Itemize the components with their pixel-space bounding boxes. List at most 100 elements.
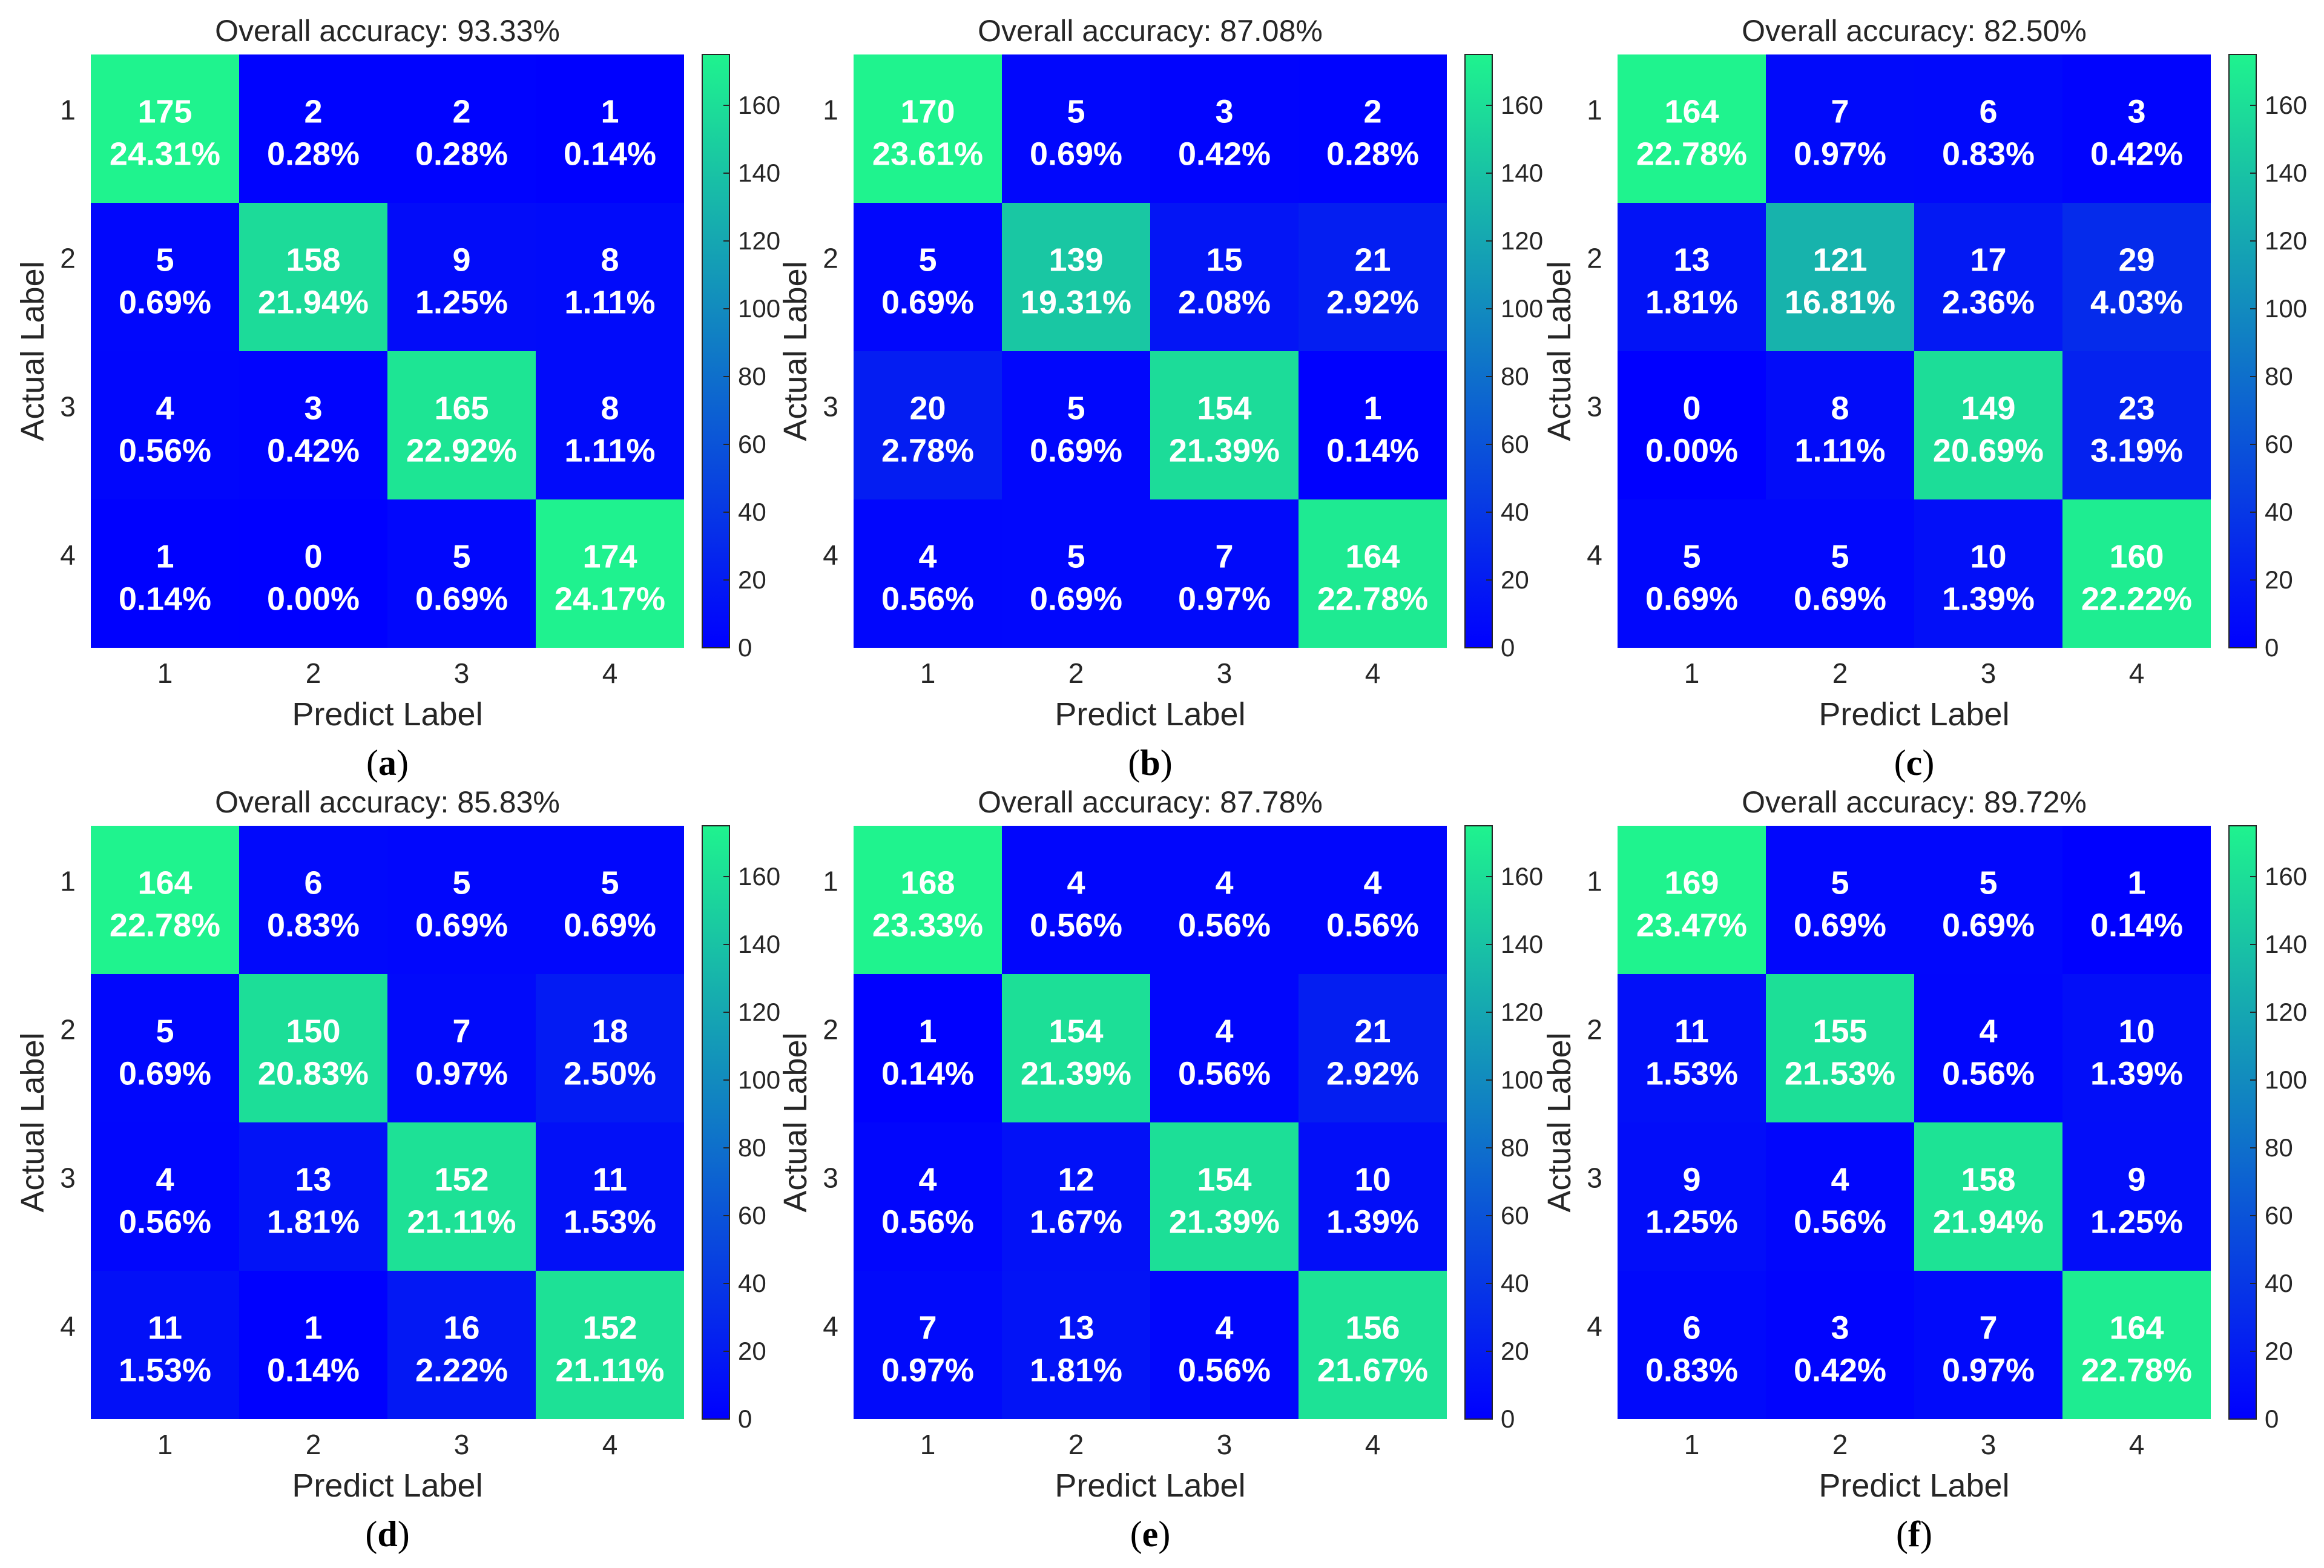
cell-percentage: 16.81% xyxy=(1785,285,1895,321)
colorbar-tick-label: 80 xyxy=(2265,362,2293,390)
matrix-cell xyxy=(387,1271,536,1419)
cell-percentage: 20.83% xyxy=(258,1056,369,1092)
y-axis-label: Actual Label xyxy=(777,261,814,441)
colorbar-tick-label: 20 xyxy=(1501,565,1529,594)
cell-percentage: 1.67% xyxy=(1030,1204,1122,1240)
cell-percentage: 21.39% xyxy=(1169,433,1280,469)
cell-count: 5 xyxy=(1831,865,1849,901)
cell-percentage: 0.14% xyxy=(267,1352,360,1389)
cell-count: 5 xyxy=(1067,94,1085,130)
colorbar xyxy=(1464,54,1493,648)
panel-title: Overall accuracy: 87.78% xyxy=(978,785,1323,819)
cell-percentage: 0.42% xyxy=(1178,136,1271,173)
cell-percentage: 21.11% xyxy=(407,1204,516,1240)
matrix-cell xyxy=(1150,351,1299,499)
cell-percentage: 0.56% xyxy=(1178,908,1271,944)
panel-sublabel: (c) xyxy=(1894,743,1935,783)
cell-count: 11 xyxy=(148,1310,182,1346)
cell-percentage: 0.69% xyxy=(1794,581,1886,618)
cell-count: 4 xyxy=(1215,1013,1233,1050)
matrix-cell xyxy=(387,974,536,1122)
cell-percentage: 0.97% xyxy=(415,1056,508,1092)
cell-percentage: 0.56% xyxy=(119,1204,211,1240)
cell-count: 2 xyxy=(304,94,322,130)
cell-count: 7 xyxy=(1979,1310,1997,1346)
matrix-cell xyxy=(1002,499,1150,648)
matrix-cell xyxy=(536,203,684,351)
cell-percentage: 2.92% xyxy=(1326,1056,1419,1092)
cell-count: 160 xyxy=(2109,539,2164,575)
cell-percentage: 0.69% xyxy=(1942,908,2035,944)
cell-percentage: 0.56% xyxy=(1178,1056,1271,1092)
cell-count: 1 xyxy=(601,94,619,130)
cell-percentage: 0.56% xyxy=(1030,908,1122,944)
matrix-cell xyxy=(1002,54,1150,203)
matrix-cell xyxy=(1150,1122,1299,1271)
matrix-cell xyxy=(91,1122,239,1271)
cell-percentage: 0.69% xyxy=(1030,136,1122,173)
matrix-cell xyxy=(387,1122,536,1271)
matrix-cell xyxy=(1299,499,1447,648)
y-tick-label: 3 xyxy=(823,391,838,423)
cell-count: 150 xyxy=(286,1013,340,1050)
cell-count: 5 xyxy=(1979,865,1997,901)
colorbar-tick-label: 140 xyxy=(2265,159,2307,187)
panel-sublabel: (a) xyxy=(366,743,409,783)
colorbar-tick-label: 40 xyxy=(2265,1269,2293,1297)
cell-percentage: 22.22% xyxy=(2081,581,2192,618)
y-tick-label: 2 xyxy=(823,243,838,274)
cell-count: 149 xyxy=(1961,390,2015,427)
cell-percentage: 0.56% xyxy=(881,1204,974,1240)
x-tick-label: 3 xyxy=(1217,657,1233,689)
y-tick-label: 4 xyxy=(823,539,838,571)
cell-count: 5 xyxy=(1682,539,1700,575)
matrix-cell xyxy=(1618,499,1766,648)
x-tick-label: 4 xyxy=(1365,1429,1381,1460)
matrix-cell xyxy=(91,974,239,1122)
cell-percentage: 1.11% xyxy=(564,285,655,321)
y-tick-label: 3 xyxy=(1587,1162,1602,1194)
matrix-cell xyxy=(387,826,536,974)
cell-count: 5 xyxy=(918,242,937,278)
matrix-cell xyxy=(1914,499,2062,648)
cell-count: 4 xyxy=(1215,865,1233,901)
y-tick-label: 2 xyxy=(60,243,76,274)
cell-count: 10 xyxy=(1970,539,2006,575)
cell-percentage: 0.14% xyxy=(1326,433,1419,469)
colorbar-tick-label: 0 xyxy=(1501,633,1515,662)
y-tick-label: 4 xyxy=(60,539,76,571)
cell-percentage: 2.08% xyxy=(1178,285,1271,321)
x-tick-label: 2 xyxy=(1832,1429,1848,1460)
cell-count: 13 xyxy=(295,1162,331,1198)
cell-percentage: 0.28% xyxy=(267,136,360,173)
colorbar-tick-label: 160 xyxy=(738,862,780,891)
matrix-cell xyxy=(2062,1122,2211,1271)
colorbar-tick-label: 160 xyxy=(738,91,780,119)
cell-count: 164 xyxy=(2109,1310,2164,1346)
cell-count: 4 xyxy=(918,539,937,575)
cell-percentage: 24.17% xyxy=(555,581,665,618)
cell-percentage: 1.53% xyxy=(564,1204,656,1240)
cell-percentage: 1.25% xyxy=(2090,1204,2183,1240)
colorbar-tick-label: 0 xyxy=(738,633,752,662)
matrix-cell xyxy=(91,826,239,974)
cell-percentage: 21.39% xyxy=(1169,1204,1280,1240)
cell-count: 152 xyxy=(582,1310,637,1346)
cell-count: 4 xyxy=(1363,865,1381,901)
cell-count: 2 xyxy=(452,94,470,130)
panel-title: Overall accuracy: 82.50% xyxy=(1742,14,2087,48)
matrix-cell xyxy=(387,351,536,499)
matrix-cell xyxy=(2062,54,2211,203)
y-tick-label: 4 xyxy=(1587,1311,1602,1342)
x-tick-label: 2 xyxy=(306,657,321,689)
cell-count: 4 xyxy=(1979,1013,1997,1050)
matrix-cell xyxy=(536,499,684,648)
matrix-cell xyxy=(91,1271,239,1419)
matrix-cell xyxy=(1766,499,1914,648)
cell-count: 5 xyxy=(452,865,470,901)
cell-count: 13 xyxy=(1058,1310,1094,1346)
x-tick-label: 3 xyxy=(454,657,470,689)
y-tick-label: 3 xyxy=(823,1162,838,1194)
cell-percentage: 0.97% xyxy=(1178,581,1271,618)
cell-percentage: 0.56% xyxy=(1178,1352,1271,1389)
